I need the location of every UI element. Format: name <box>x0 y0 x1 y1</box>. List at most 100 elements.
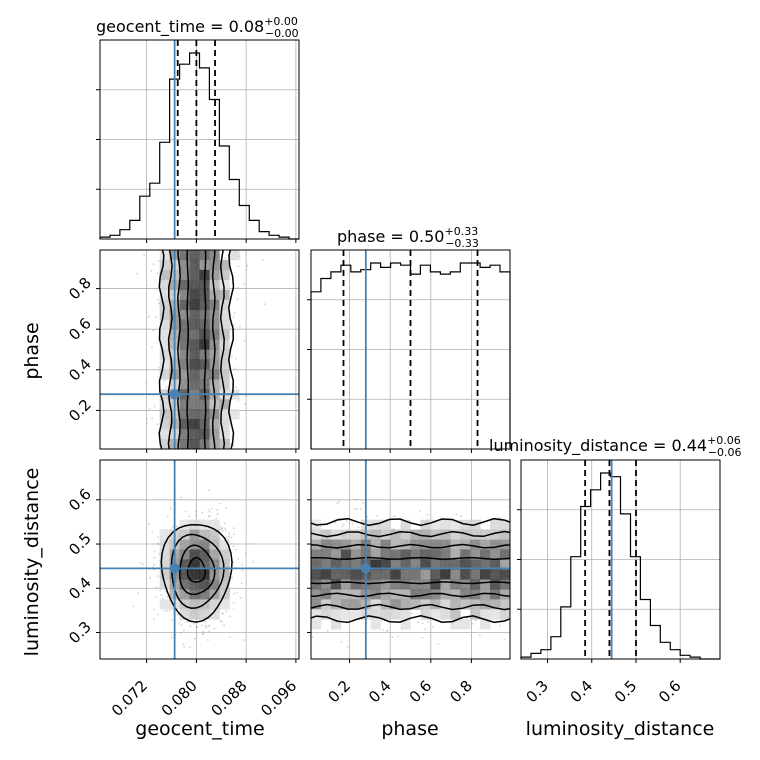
sample-point <box>237 450 239 452</box>
sample-point <box>196 626 199 628</box>
density-cell <box>490 539 501 550</box>
sample-point <box>167 450 169 452</box>
density-cell <box>189 599 200 610</box>
sample-point <box>437 642 440 645</box>
density-cell <box>400 589 411 600</box>
contour-line <box>311 530 510 538</box>
sample-point <box>233 324 235 327</box>
density-cell <box>189 439 200 449</box>
sample-point <box>360 507 362 510</box>
density-cell <box>370 539 381 550</box>
density-cell <box>189 379 200 390</box>
density-cell <box>500 549 510 560</box>
sample-point <box>342 523 345 526</box>
sample-point <box>221 621 224 623</box>
sample-point <box>216 509 218 512</box>
density-cell <box>219 349 230 360</box>
density-cell <box>340 559 352 570</box>
sample-point <box>224 527 227 530</box>
density-cell <box>179 319 190 330</box>
panel-frame <box>99 459 300 660</box>
density-cell <box>340 599 352 610</box>
density-cell <box>159 559 170 570</box>
density-cell <box>199 250 210 261</box>
density-cell <box>179 599 190 610</box>
sample-point <box>232 608 235 611</box>
sample-point <box>207 639 209 641</box>
density-cell <box>420 539 431 550</box>
density-cell <box>311 589 322 600</box>
ylabel-phase: phase <box>21 322 43 379</box>
sample-point <box>186 621 189 623</box>
density-cell <box>410 569 421 580</box>
sample-point <box>227 535 229 538</box>
density-cell <box>189 259 200 271</box>
ytick-label: 0.4 <box>65 573 95 603</box>
sample-point <box>511 576 513 578</box>
sample-point <box>366 516 369 518</box>
sample-point <box>194 510 197 513</box>
density-cell <box>340 609 352 620</box>
sample-point <box>241 570 244 572</box>
density-cell <box>320 539 332 550</box>
density-cell <box>209 319 220 330</box>
sample-point <box>152 329 155 332</box>
sample-point <box>233 527 235 529</box>
sample-point <box>382 629 384 631</box>
xtick-label: 0.3 <box>522 677 552 707</box>
density-cell <box>199 589 210 600</box>
density-cell <box>460 549 471 560</box>
sample-point <box>208 630 211 632</box>
density-cell <box>320 529 332 540</box>
density-cell <box>189 339 200 350</box>
density-cell <box>219 429 230 440</box>
density-cell <box>430 589 441 600</box>
density-cell <box>179 259 190 271</box>
sample-point <box>432 626 434 628</box>
sample-point <box>354 507 356 510</box>
density-cell <box>209 269 220 281</box>
sample-point <box>148 523 150 526</box>
sample-point <box>237 557 240 560</box>
sample-point <box>170 618 173 621</box>
density-cell <box>350 549 362 560</box>
sample-point <box>184 510 187 513</box>
density-cell <box>179 519 190 530</box>
xlabel-phase: phase <box>381 718 438 740</box>
density-cell <box>311 619 322 630</box>
density-cell <box>390 599 401 610</box>
density-cell <box>370 569 381 580</box>
ytick-label: 0.4 <box>65 355 95 385</box>
density-cell <box>179 369 190 380</box>
density-cell <box>320 559 332 570</box>
hist-panel-phase <box>307 249 511 450</box>
density-cell <box>209 379 220 390</box>
density-cell <box>219 599 230 610</box>
sample-point <box>208 515 211 517</box>
ytick-label: 0.2 <box>65 396 95 426</box>
sample-point <box>230 536 233 539</box>
density-cell <box>490 519 501 530</box>
sample-point <box>233 592 235 595</box>
ytick-label: 0.3 <box>65 618 95 648</box>
density-cell <box>320 579 332 590</box>
sample-point <box>158 302 161 305</box>
sample-point <box>233 367 236 369</box>
sample-point <box>309 573 311 575</box>
sample-point <box>308 559 310 561</box>
density-cell <box>219 269 230 281</box>
sample-point <box>263 303 266 305</box>
density-cell <box>179 269 190 281</box>
sample-point <box>157 542 160 545</box>
sample-point <box>246 264 249 267</box>
truth-point <box>360 563 371 574</box>
sample-point <box>157 536 159 539</box>
sample-point <box>227 450 229 452</box>
density-cell <box>159 279 170 291</box>
density-cell <box>420 609 431 620</box>
sample-point <box>411 612 413 614</box>
sample-point <box>183 248 185 250</box>
density-cell <box>450 559 461 570</box>
sample-point <box>231 576 234 579</box>
